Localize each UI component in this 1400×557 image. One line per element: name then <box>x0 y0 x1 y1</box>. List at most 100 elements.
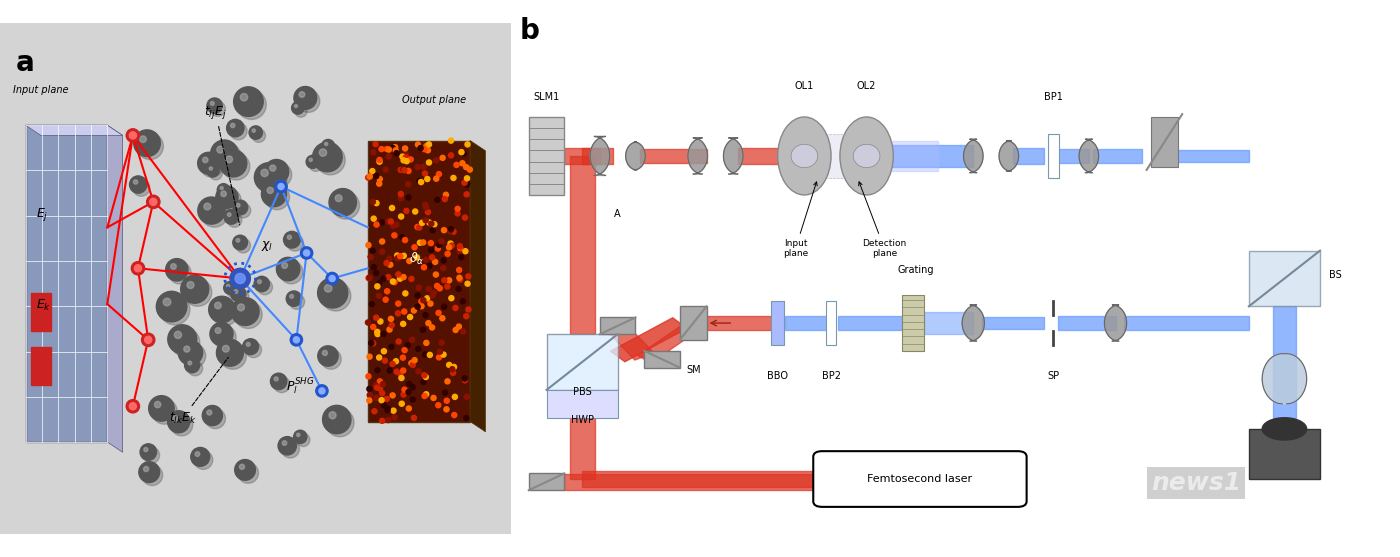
Circle shape <box>421 164 426 169</box>
Circle shape <box>297 433 300 437</box>
Circle shape <box>210 140 238 168</box>
Circle shape <box>190 447 210 466</box>
Text: $P_l^{SHG}$: $P_l^{SHG}$ <box>286 377 315 397</box>
Circle shape <box>395 253 400 258</box>
Circle shape <box>237 238 239 242</box>
Circle shape <box>203 157 209 163</box>
Circle shape <box>258 166 287 195</box>
Circle shape <box>183 346 190 352</box>
Circle shape <box>209 296 235 323</box>
Polygon shape <box>1093 149 1142 163</box>
Polygon shape <box>640 149 707 163</box>
Circle shape <box>428 247 434 252</box>
Circle shape <box>389 344 393 349</box>
Circle shape <box>371 150 377 155</box>
Circle shape <box>294 337 300 343</box>
Circle shape <box>378 379 382 384</box>
Circle shape <box>374 383 378 388</box>
Circle shape <box>279 437 297 455</box>
Circle shape <box>235 238 251 253</box>
Circle shape <box>412 416 417 421</box>
Circle shape <box>414 255 420 260</box>
Circle shape <box>400 368 406 373</box>
Circle shape <box>414 304 420 309</box>
Circle shape <box>419 304 424 309</box>
Polygon shape <box>680 306 707 340</box>
Circle shape <box>258 280 262 284</box>
Circle shape <box>414 293 420 298</box>
Circle shape <box>144 336 151 344</box>
Circle shape <box>421 298 426 303</box>
Circle shape <box>126 129 140 142</box>
Text: BS: BS <box>1329 271 1341 281</box>
Text: OL1: OL1 <box>795 81 813 91</box>
FancyBboxPatch shape <box>529 117 564 195</box>
Circle shape <box>297 90 319 113</box>
Circle shape <box>388 262 393 267</box>
Circle shape <box>207 98 223 114</box>
Polygon shape <box>608 325 654 360</box>
Circle shape <box>204 203 211 210</box>
Circle shape <box>447 245 452 250</box>
Circle shape <box>455 209 461 214</box>
Circle shape <box>239 464 245 470</box>
Circle shape <box>227 285 239 297</box>
Circle shape <box>391 408 396 413</box>
Circle shape <box>374 315 379 320</box>
Polygon shape <box>687 138 707 174</box>
Circle shape <box>370 301 374 307</box>
Circle shape <box>232 235 248 250</box>
Circle shape <box>267 187 273 193</box>
Circle shape <box>371 324 375 330</box>
Circle shape <box>371 341 375 346</box>
Circle shape <box>370 248 375 253</box>
Circle shape <box>377 177 382 182</box>
Circle shape <box>424 340 428 345</box>
Circle shape <box>406 168 412 173</box>
Circle shape <box>391 393 395 398</box>
Circle shape <box>332 192 360 219</box>
Circle shape <box>420 327 426 333</box>
Circle shape <box>265 159 288 184</box>
Circle shape <box>231 123 235 128</box>
FancyBboxPatch shape <box>813 451 1026 507</box>
Circle shape <box>423 352 428 357</box>
FancyBboxPatch shape <box>25 125 108 442</box>
Circle shape <box>395 256 400 261</box>
Circle shape <box>200 200 228 227</box>
Circle shape <box>371 265 377 270</box>
Circle shape <box>449 367 455 372</box>
Circle shape <box>234 290 238 294</box>
Circle shape <box>416 369 421 374</box>
Circle shape <box>463 164 469 170</box>
Circle shape <box>140 444 157 460</box>
Circle shape <box>368 255 374 260</box>
Circle shape <box>304 250 309 256</box>
Circle shape <box>393 222 399 227</box>
Circle shape <box>403 146 407 151</box>
Circle shape <box>431 222 437 227</box>
Circle shape <box>465 180 470 185</box>
Polygon shape <box>1058 149 1089 163</box>
Polygon shape <box>529 473 564 490</box>
Circle shape <box>403 291 407 296</box>
Circle shape <box>374 222 379 227</box>
Ellipse shape <box>840 117 893 195</box>
Circle shape <box>367 174 372 179</box>
FancyBboxPatch shape <box>546 334 617 390</box>
FancyBboxPatch shape <box>902 295 924 351</box>
Circle shape <box>465 394 469 399</box>
Circle shape <box>403 208 409 213</box>
Circle shape <box>290 334 302 346</box>
Circle shape <box>392 233 398 238</box>
Circle shape <box>398 253 403 259</box>
Circle shape <box>416 346 421 351</box>
Circle shape <box>437 242 441 247</box>
Circle shape <box>217 146 224 153</box>
Circle shape <box>402 387 407 392</box>
Circle shape <box>421 265 427 270</box>
Circle shape <box>379 220 385 225</box>
Polygon shape <box>1014 148 1044 164</box>
Circle shape <box>413 209 417 214</box>
Circle shape <box>391 145 395 151</box>
